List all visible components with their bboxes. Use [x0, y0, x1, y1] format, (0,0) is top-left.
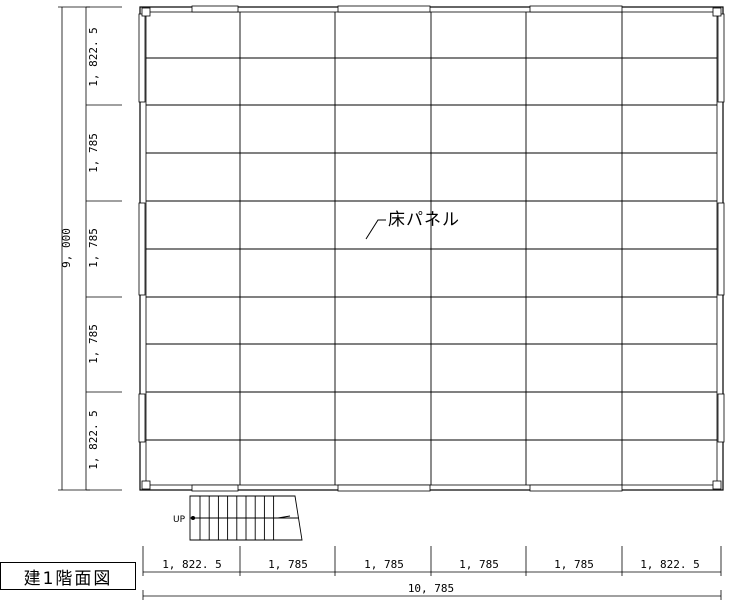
inner-wall [145, 11, 718, 486]
left-dim-total: 9, 000 [60, 228, 73, 268]
right-window [717, 202, 725, 296]
left-dim-label-4: 1, 785 [87, 324, 100, 364]
corner-column [141, 7, 151, 17]
top-window [337, 5, 431, 13]
left-window [138, 13, 146, 103]
bottom-dim-label-2: 1, 785 [268, 558, 308, 571]
left-dim-label-5: 1, 822. 5 [87, 410, 100, 470]
bottom-dim-label-1: 1, 822. 5 [162, 558, 222, 571]
left-window [138, 202, 146, 296]
corner-column [712, 480, 722, 490]
outer-wall [139, 6, 724, 491]
drawing-title: 建1階面図 [0, 562, 136, 590]
panel-leader [365, 219, 386, 240]
left-dimension-lines [58, 6, 122, 491]
left-dim-label-3: 1, 785 [87, 228, 100, 268]
stair-arrow [277, 515, 291, 519]
corner-column [141, 480, 151, 490]
top-window [529, 5, 623, 13]
stair-up-label: UP [173, 515, 186, 525]
bottom-dim-label-3: 1, 785 [364, 558, 404, 571]
corner-column [712, 7, 722, 17]
bottom-dim-label-6: 1, 822. 5 [640, 558, 700, 571]
bottom-dimension-lines [142, 546, 722, 600]
bottom-window [529, 484, 623, 492]
floor-panel-label: 床パネル [388, 210, 460, 230]
left-dim-label-1: 1, 822. 5 [87, 27, 100, 87]
right-window [717, 393, 725, 443]
building-outline [139, 6, 724, 491]
stair-start-dot [190, 515, 196, 521]
left-window [138, 393, 146, 443]
bottom-window [337, 484, 431, 492]
bottom-dim-label-4: 1, 785 [459, 558, 499, 571]
staircase [189, 495, 303, 541]
floor-panel-grid [146, 12, 717, 485]
window-openings [138, 5, 725, 492]
bottom-window [191, 484, 239, 492]
right-window [717, 13, 725, 103]
bottom-dim-label-5: 1, 785 [554, 558, 594, 571]
bottom-dim-total: 10, 785 [408, 582, 454, 595]
top-window [191, 5, 239, 13]
left-dim-label-2: 1, 785 [87, 133, 100, 173]
